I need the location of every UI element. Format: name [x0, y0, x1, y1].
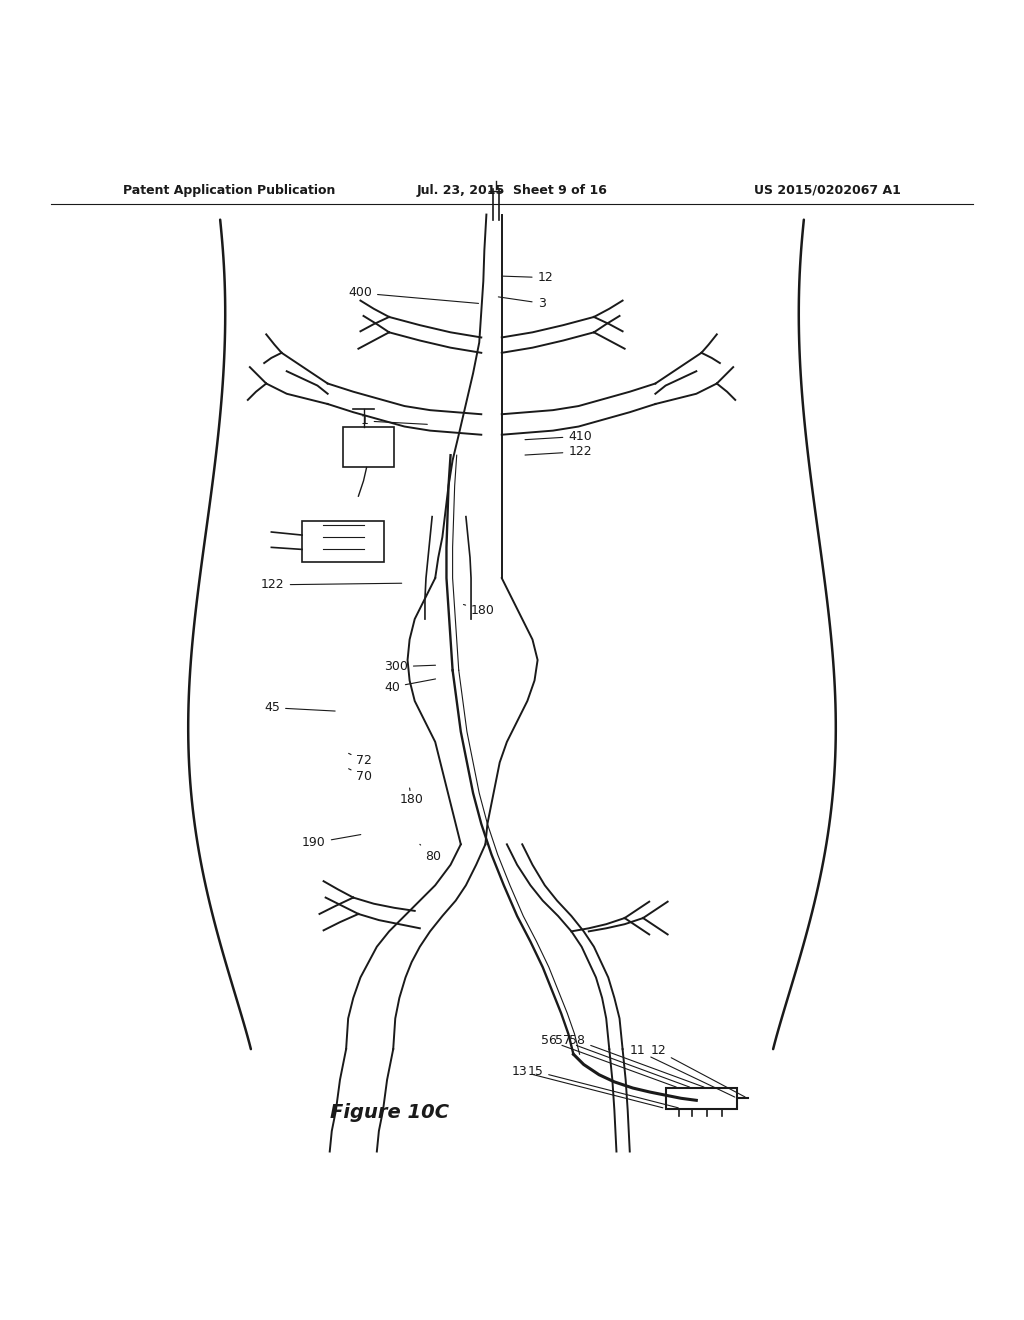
Text: 400: 400: [348, 286, 478, 304]
Text: 3: 3: [499, 297, 546, 310]
Text: Figure 10C: Figure 10C: [330, 1104, 449, 1122]
Text: 190: 190: [302, 834, 360, 849]
Text: 80: 80: [420, 845, 441, 863]
Text: 13: 13: [512, 1065, 663, 1107]
Text: Jul. 23, 2015  Sheet 9 of 16: Jul. 23, 2015 Sheet 9 of 16: [417, 183, 607, 197]
Text: 410: 410: [525, 430, 592, 442]
Text: 15: 15: [527, 1065, 678, 1107]
Text: 56: 56: [541, 1034, 676, 1088]
Text: 58: 58: [569, 1034, 703, 1088]
Text: 180: 180: [399, 788, 423, 807]
Text: 12: 12: [650, 1044, 745, 1097]
Polygon shape: [666, 1088, 737, 1109]
Text: Patent Application Publication: Patent Application Publication: [123, 183, 335, 197]
Text: 300: 300: [384, 660, 435, 673]
Text: 11: 11: [630, 1044, 735, 1097]
Text: 122: 122: [261, 578, 401, 591]
Text: 57: 57: [555, 1034, 689, 1088]
Polygon shape: [343, 426, 394, 467]
Polygon shape: [302, 520, 384, 562]
Text: 1: 1: [360, 414, 427, 428]
Text: 45: 45: [264, 701, 335, 714]
Text: US 2015/0202067 A1: US 2015/0202067 A1: [755, 183, 901, 197]
Text: 40: 40: [384, 678, 435, 694]
Text: 70: 70: [348, 768, 373, 783]
Text: 72: 72: [348, 754, 373, 767]
Text: 180: 180: [464, 605, 495, 616]
Text: 122: 122: [525, 445, 592, 458]
Text: 12: 12: [502, 271, 553, 284]
